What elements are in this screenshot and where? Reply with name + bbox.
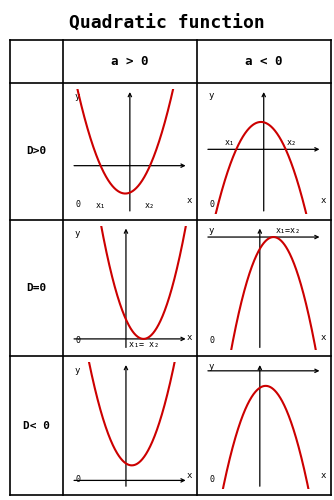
Text: y: y (75, 229, 80, 238)
Text: y: y (209, 91, 214, 100)
Text: D>0: D>0 (26, 146, 47, 156)
Text: 0: 0 (209, 200, 214, 208)
Text: 0: 0 (75, 336, 80, 345)
Text: x₁=x₂: x₁=x₂ (276, 226, 301, 235)
Text: x₁: x₁ (96, 202, 106, 210)
Text: x₁: x₁ (224, 138, 234, 147)
Text: x₁= x₂: x₁= x₂ (129, 340, 159, 349)
Text: a > 0: a > 0 (111, 55, 149, 68)
Text: x: x (321, 196, 326, 205)
Text: y: y (209, 226, 214, 235)
Text: x: x (187, 332, 192, 342)
Text: 0: 0 (75, 200, 80, 208)
Text: y: y (75, 366, 80, 375)
Text: y: y (209, 362, 214, 372)
Text: 0: 0 (209, 336, 214, 345)
Text: D=0: D=0 (26, 283, 47, 293)
Text: x: x (187, 196, 192, 205)
Text: x: x (187, 471, 192, 480)
Text: x₂: x₂ (145, 202, 155, 210)
Text: x: x (320, 471, 326, 480)
Text: a < 0: a < 0 (245, 55, 283, 68)
Text: 0: 0 (75, 475, 80, 484)
Text: Quadratic function: Quadratic function (69, 15, 265, 33)
Text: x₂: x₂ (287, 138, 297, 147)
Text: D< 0: D< 0 (23, 420, 50, 430)
Text: y: y (75, 92, 80, 100)
Text: 0: 0 (209, 475, 214, 484)
Text: x: x (320, 332, 326, 342)
